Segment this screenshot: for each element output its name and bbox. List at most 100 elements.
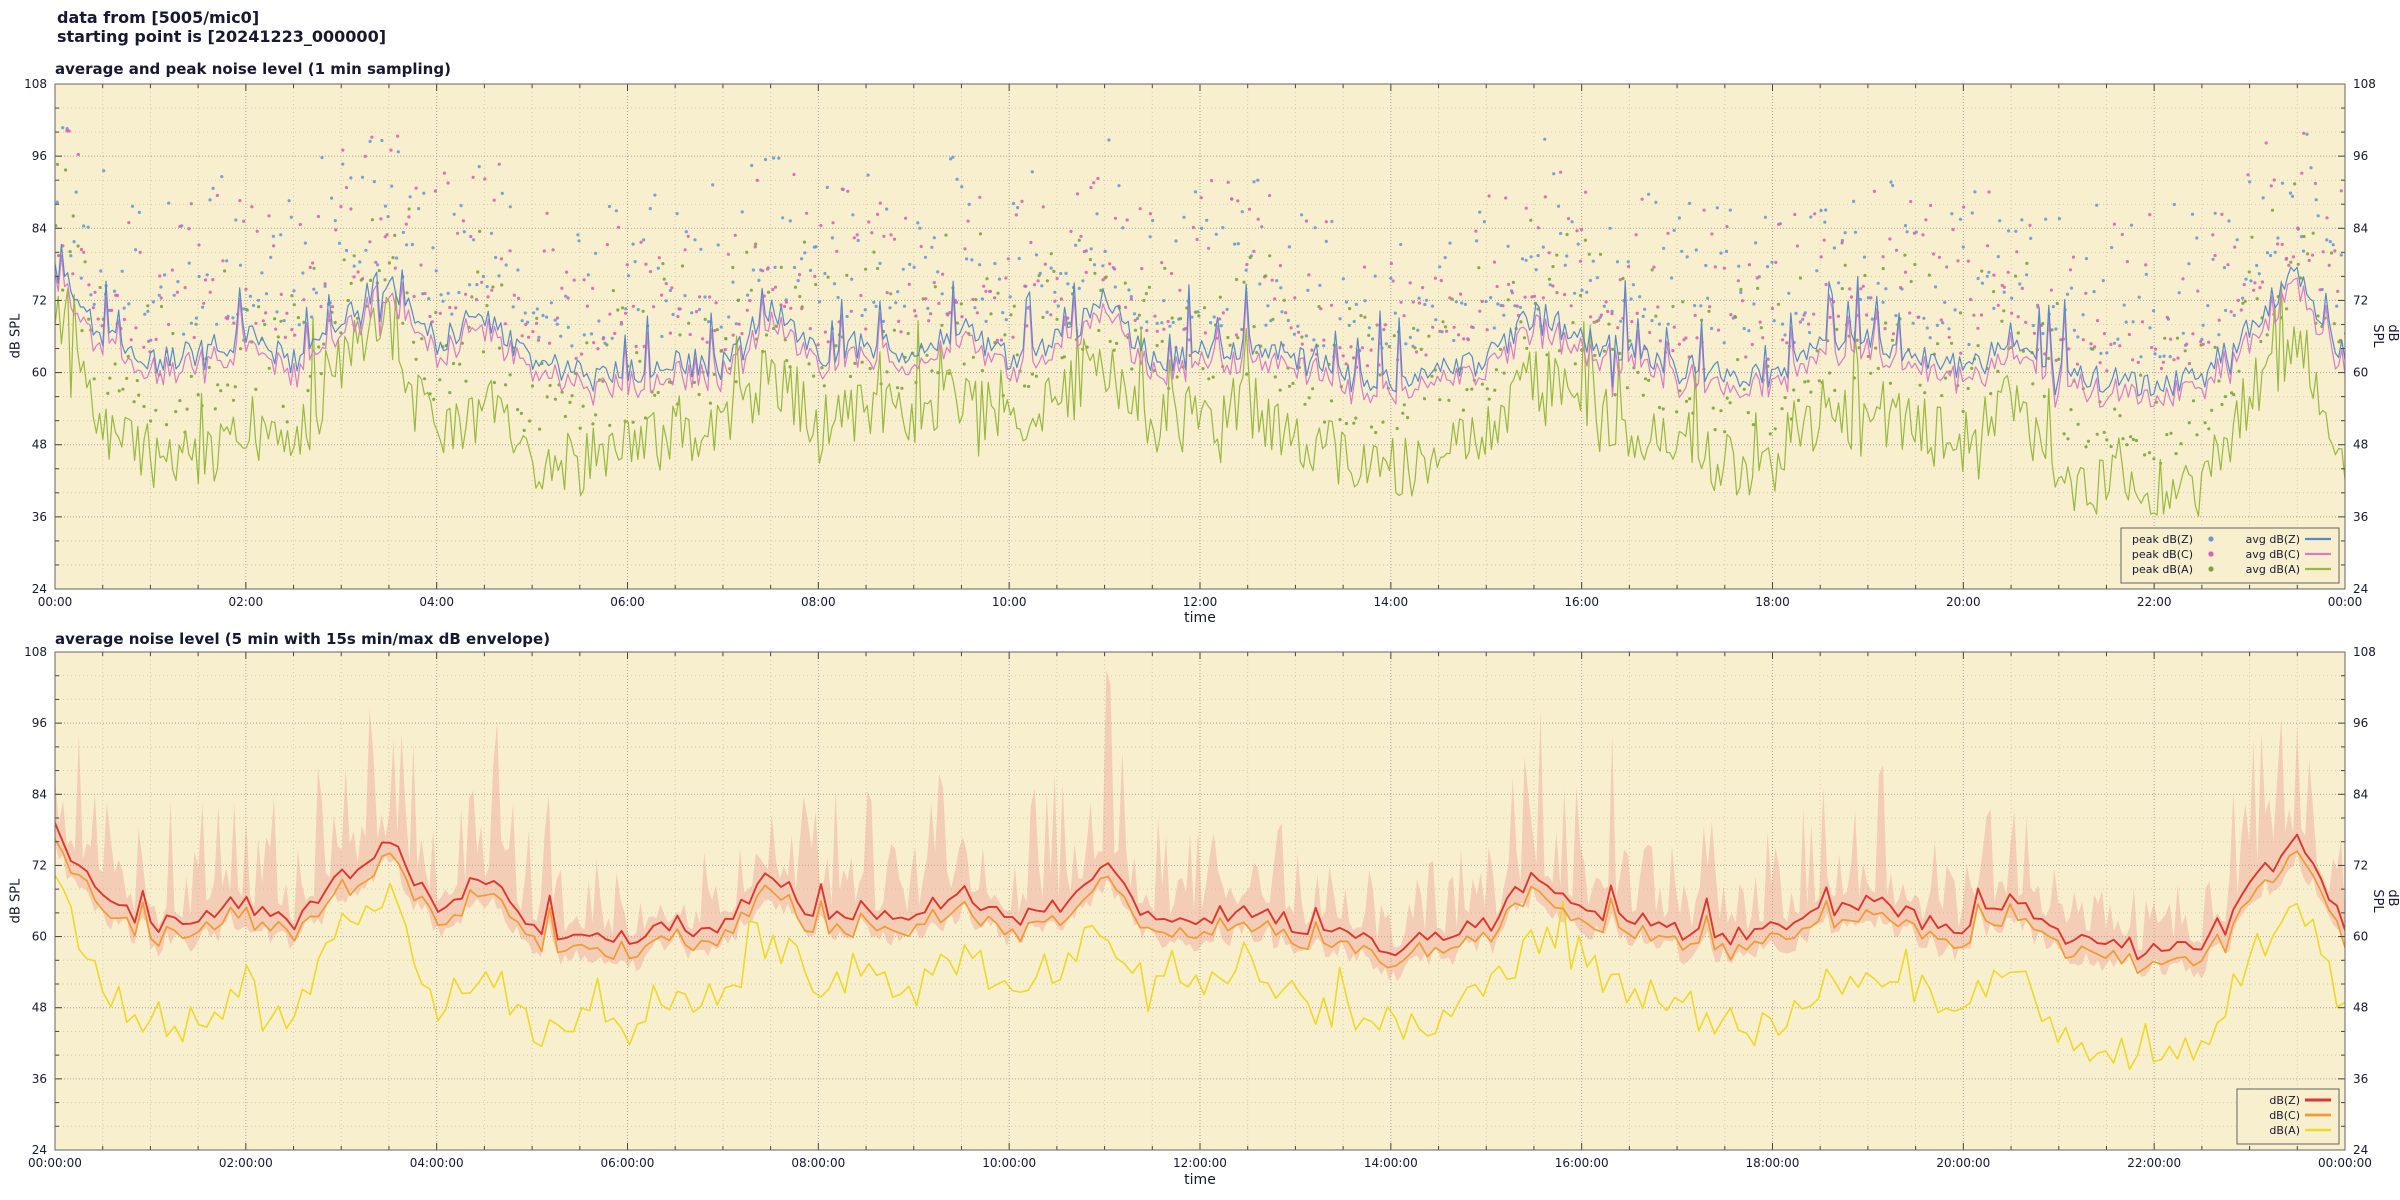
series-avg-db-c — [55, 254, 2345, 408]
x-tick-label: 10:00:00 — [982, 1156, 1036, 1170]
chart1-title: average and peak noise level (1 min samp… — [55, 60, 451, 78]
y-tick-label: 24 — [32, 582, 47, 596]
y-tick-label-right: 24 — [2353, 582, 2368, 596]
y-tick-label: 108 — [24, 77, 47, 91]
x-tick-label: 00:00 — [38, 595, 73, 609]
legend-label: dB(C) — [2269, 1109, 2300, 1122]
y-tick-label: 72 — [32, 293, 47, 307]
legend-dot-marker — [2208, 536, 2214, 542]
x-tick-label: 04:00:00 — [410, 1156, 464, 1170]
legend-box — [2120, 527, 2340, 584]
y-tick-label: 24 — [32, 1143, 47, 1157]
x-tick-label: 10:00 — [992, 595, 1027, 609]
x-tick-label: 12:00:00 — [1173, 1156, 1227, 1170]
y-tick-label: 96 — [32, 716, 47, 730]
x-tick-label: 08:00 — [801, 595, 836, 609]
chart1-ylabel-left: dB SPL — [8, 313, 24, 359]
x-tick-label: 00:00 — [2328, 595, 2363, 609]
y-tick-label-right: 84 — [2353, 221, 2368, 235]
y-tick-label-right: 72 — [2353, 293, 2368, 307]
y-tick-label-right: 96 — [2353, 149, 2368, 163]
series-avg-db-z — [55, 243, 2345, 397]
y-tick-label-right: 96 — [2353, 716, 2368, 730]
x-tick-label: 06:00:00 — [601, 1156, 655, 1170]
x-tick-label: 14:00:00 — [1364, 1156, 1418, 1170]
x-tick-label: 18:00:00 — [1746, 1156, 1800, 1170]
series-db-c — [55, 838, 2345, 974]
y-tick-label: 60 — [32, 930, 47, 944]
series-15s-min-max-db-envelope — [55, 669, 2345, 982]
y-tick-label: 96 — [32, 149, 47, 163]
x-tick-label: 02:00:00 — [219, 1156, 273, 1170]
legend: dB(Z) dB(C) dB(A) — [2236, 1088, 2340, 1145]
tick-labels: 00:00 02:00 04:00 06:00 08:00 10:00 12:00 14:00… — [24, 77, 2376, 609]
x-tick-label: 22:00:00 — [2127, 1156, 2181, 1170]
plot-border — [54, 83, 2346, 590]
legend-label: dB(Z) — [2269, 1094, 2300, 1107]
y-tick-label: 84 — [32, 787, 47, 801]
y-tick-label: 72 — [32, 858, 47, 872]
legend: peak dB(Z) peak dB(C) peak dB(A) avg dB(Z) a… — [2120, 527, 2340, 584]
x-tick-label: 14:00 — [1374, 595, 1409, 609]
x-tick-label: 04:00 — [419, 595, 454, 609]
y-tick-label-right: 108 — [2353, 77, 2376, 91]
legend-label: peak dB(Z) — [2132, 533, 2193, 546]
y-tick-label-right: 84 — [2353, 787, 2368, 801]
x-tick-label: 18:00 — [1755, 595, 1790, 609]
tick-labels: 00:00:00 02:00:00 04:00:00 06:00:00 08:00:00… — [24, 645, 2376, 1170]
series-db-z — [55, 822, 2345, 961]
chart2-xlabel: time — [1184, 1172, 1216, 1188]
y-tick-label: 84 — [32, 221, 47, 235]
legend-label: avg dB(A) — [2246, 563, 2300, 576]
y-tick-label-right: 48 — [2353, 438, 2368, 452]
x-tick-label: 06:00 — [610, 595, 645, 609]
x-tick-label: 20:00:00 — [1936, 1156, 1990, 1170]
legend-label: avg dB(C) — [2245, 548, 2300, 561]
chart-0: 00:00 02:00 04:00 06:00 08:00 10:00 12:00 14:00… — [24, 77, 2376, 609]
y-tick-label: 36 — [32, 1072, 47, 1086]
legend-label: dB(A) — [2269, 1124, 2300, 1137]
chart1-ylabel-right: dB SPL — [2370, 324, 2400, 348]
series-peak-db-c — [55, 129, 2345, 373]
y-tick-label-right: 48 — [2353, 1001, 2368, 1015]
legend-label: peak dB(A) — [2132, 563, 2193, 576]
minor-grid — [55, 652, 2345, 1150]
series-db-a — [55, 874, 2345, 1070]
series-avg-db-a — [55, 280, 2345, 517]
y-tick-label-right: 24 — [2353, 1143, 2368, 1157]
y-tick-label: 36 — [32, 510, 47, 524]
y-tick-label-right: 60 — [2353, 930, 2368, 944]
x-tick-label: 12:00 — [1183, 595, 1218, 609]
legend-label: peak dB(C) — [2132, 548, 2193, 561]
y-tick-label-right: 108 — [2353, 645, 2376, 659]
header-line-2: starting point is [20241223_000000] — [57, 27, 387, 46]
x-tick-label: 16:00 — [1564, 595, 1599, 609]
legend-box — [2236, 1088, 2340, 1145]
chart2-ylabel-left: dB SPL — [8, 878, 24, 924]
axis-ticks — [54, 651, 2346, 1151]
y-tick-label-right: 72 — [2353, 858, 2368, 872]
y-tick-label-right: 36 — [2353, 510, 2368, 524]
chart2-title: average noise level (5 min with 15s min/… — [55, 630, 551, 648]
legend-label: avg dB(Z) — [2246, 533, 2300, 546]
y-tick-label: 48 — [32, 438, 47, 452]
x-tick-label: 02:00 — [229, 595, 264, 609]
x-tick-label: 20:00 — [1946, 595, 1981, 609]
y-tick-label-right: 36 — [2353, 1072, 2368, 1086]
header-line-1: data from [5005/mic0] — [57, 8, 260, 27]
chart2-ylabel-right: dB SPL — [2370, 889, 2400, 913]
legend-dot-marker — [2208, 551, 2214, 557]
y-tick-label: 60 — [32, 366, 47, 380]
x-tick-label: 16:00:00 — [1555, 1156, 1609, 1170]
x-tick-label: 22:00 — [2137, 595, 2172, 609]
y-tick-label: 108 — [24, 645, 47, 659]
chart-1: 00:00:00 02:00:00 04:00:00 06:00:00 08:00:00… — [24, 645, 2376, 1170]
plot-border — [54, 651, 2346, 1151]
legend-dot-marker — [2208, 566, 2214, 572]
x-tick-label: 00:00:00 — [2318, 1156, 2372, 1170]
y-tick-label: 48 — [32, 1001, 47, 1015]
y-tick-label-right: 60 — [2353, 366, 2368, 380]
x-tick-label: 08:00:00 — [791, 1156, 845, 1170]
